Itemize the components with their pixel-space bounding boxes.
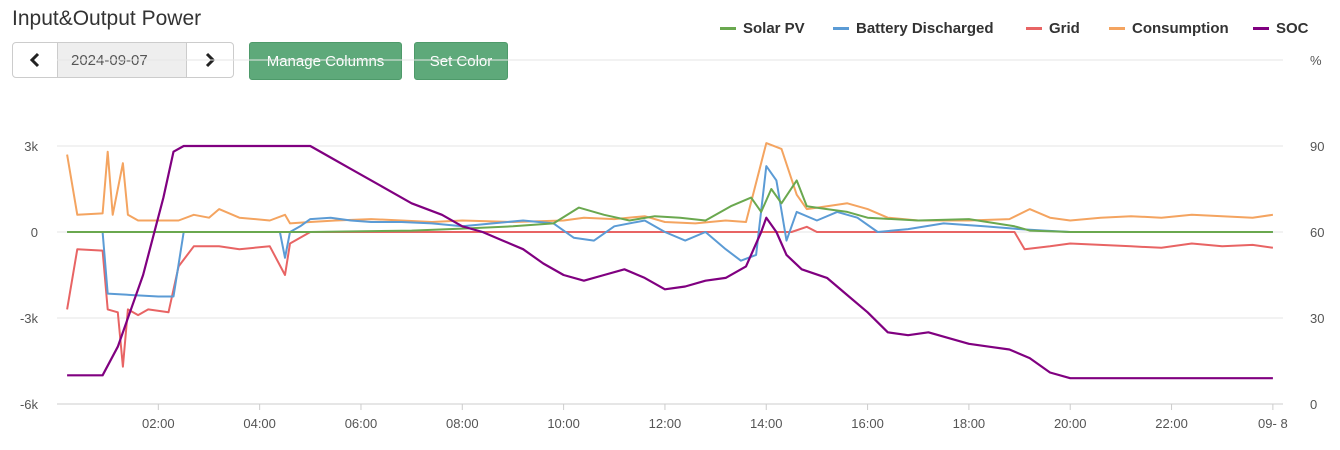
- legend-item-grid[interactable]: Grid: [1026, 20, 1080, 37]
- axes: 3k 0 -3k -6k 90 60 30 0% 02:00 04:00 06:00 08:00 10:…: [20, 53, 1325, 431]
- x-tick-label: 18:00: [953, 416, 986, 431]
- legend-label: Solar PV: [743, 20, 805, 37]
- y-right-tick-label: 90: [1310, 139, 1324, 154]
- x-tick-label: 06:00: [345, 416, 378, 431]
- x-tick-label: 08:00: [446, 416, 479, 431]
- x-tick-label: 22:00: [1155, 416, 1188, 431]
- y-left-tick-label: -3k: [20, 311, 39, 326]
- x-tick-label: 02:00: [142, 416, 175, 431]
- y-left-tick-label: -6k: [20, 397, 39, 412]
- series-line-soc[interactable]: [67, 144, 1273, 380]
- legend-label: Battery Discharged: [856, 20, 994, 37]
- series-line-consumption[interactable]: [66, 142, 1274, 225]
- legend-item-soc[interactable]: SOC: [1253, 20, 1309, 37]
- x-tick-label: 10:00: [547, 416, 580, 431]
- page-title: Input&Output Power: [12, 7, 202, 30]
- legend-item-solar-pv[interactable]: Solar PV: [720, 20, 805, 37]
- legend-item-consumption[interactable]: Consumption: [1109, 20, 1229, 37]
- legend-swatch: [720, 27, 736, 30]
- y-right-tick-label: 60: [1310, 225, 1324, 240]
- series-line-grid[interactable]: [66, 225, 1274, 368]
- x-tick-label: 20:00: [1054, 416, 1087, 431]
- x-tick-label: 14:00: [750, 416, 783, 431]
- legend-swatch: [1026, 27, 1042, 30]
- series-line-battery-discharged[interactable]: [67, 165, 1273, 298]
- legend-label: Consumption: [1132, 20, 1229, 37]
- x-tick-label: 09- 8: [1258, 416, 1288, 431]
- chevron-left-icon: [29, 52, 40, 68]
- legend-item-battery-discharged[interactable]: Battery Discharged: [833, 20, 994, 37]
- series-line-solar-pv[interactable]: [67, 179, 1273, 233]
- x-tick-label: 16:00: [851, 416, 884, 431]
- y-right-tick-label: 0: [1310, 397, 1317, 412]
- manage-columns-button[interactable]: Manage Columns: [249, 42, 402, 80]
- legend-label: SOC: [1276, 20, 1309, 37]
- legend-label: Grid: [1049, 20, 1080, 37]
- y-right-unit-label: %: [1310, 53, 1322, 68]
- set-color-button[interactable]: Set Color: [414, 42, 508, 80]
- x-tick-label: 12:00: [649, 416, 682, 431]
- legend-swatch: [1253, 27, 1269, 30]
- legend-swatch: [1109, 27, 1125, 30]
- series-lines: [66, 142, 1274, 380]
- y-left-tick-label: 0: [31, 225, 38, 240]
- y-left-tick-label: 3k: [24, 139, 38, 154]
- chart-legend: Solar PV Battery Discharged Grid Consump…: [0, 20, 1340, 40]
- legend-swatch: [833, 27, 849, 30]
- y-right-tick-label: 30: [1310, 311, 1324, 326]
- x-tick-label: 04:00: [243, 416, 276, 431]
